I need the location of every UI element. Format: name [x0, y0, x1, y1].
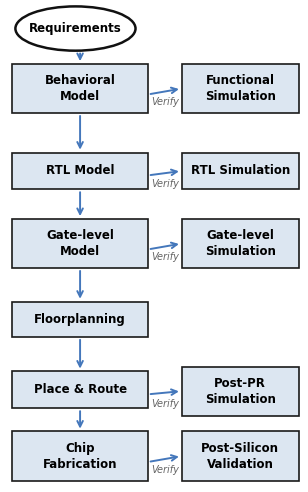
- FancyBboxPatch shape: [182, 219, 299, 268]
- Text: Post-PR
Simulation: Post-PR Simulation: [205, 377, 276, 405]
- Text: Chip
Fabrication: Chip Fabrication: [43, 442, 117, 470]
- FancyBboxPatch shape: [12, 219, 148, 268]
- Text: RTL Simulation: RTL Simulation: [191, 164, 290, 178]
- FancyBboxPatch shape: [182, 431, 299, 481]
- Text: Functional
Simulation: Functional Simulation: [205, 74, 276, 103]
- Text: Behavioral
Model: Behavioral Model: [45, 74, 116, 103]
- FancyBboxPatch shape: [12, 371, 148, 408]
- Text: Verify: Verify: [151, 465, 179, 475]
- Text: Gate-level
Simulation: Gate-level Simulation: [205, 229, 276, 258]
- Text: Verify: Verify: [151, 252, 179, 262]
- FancyBboxPatch shape: [182, 367, 299, 416]
- Text: Verify: Verify: [151, 399, 179, 409]
- Text: Place & Route: Place & Route: [34, 383, 127, 397]
- FancyBboxPatch shape: [12, 431, 148, 481]
- Text: RTL Model: RTL Model: [46, 164, 114, 178]
- FancyBboxPatch shape: [12, 153, 148, 189]
- Text: Verify: Verify: [151, 97, 179, 107]
- FancyBboxPatch shape: [182, 64, 299, 113]
- FancyBboxPatch shape: [12, 302, 148, 337]
- FancyBboxPatch shape: [12, 64, 148, 113]
- Text: Requirements: Requirements: [29, 22, 122, 35]
- Ellipse shape: [15, 6, 136, 51]
- Text: Post-Silicon
Validation: Post-Silicon Validation: [201, 442, 279, 470]
- FancyBboxPatch shape: [182, 153, 299, 189]
- Text: Gate-level
Model: Gate-level Model: [46, 229, 114, 258]
- Text: Verify: Verify: [151, 179, 179, 189]
- Text: Floorplanning: Floorplanning: [34, 313, 126, 326]
